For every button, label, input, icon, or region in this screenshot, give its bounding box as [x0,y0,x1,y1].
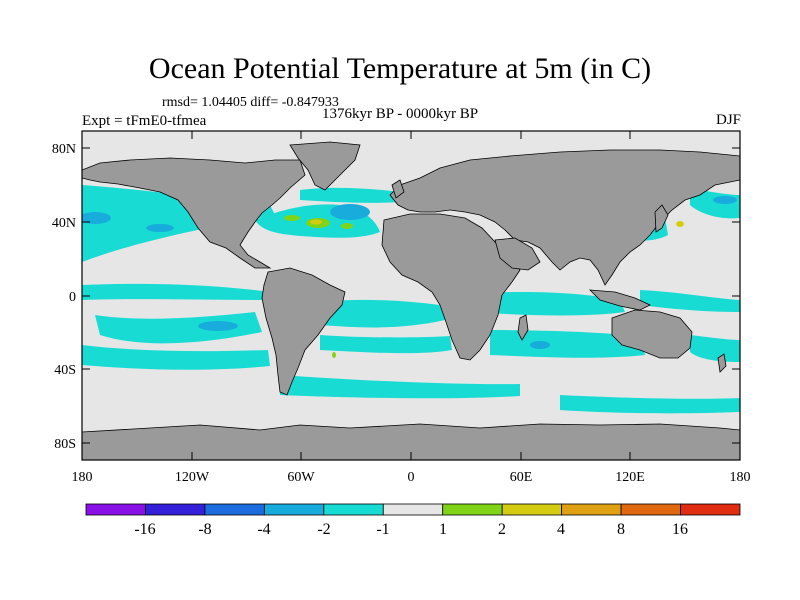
colorbar-labels: -16 -8 -4 -2 -1 1 2 4 8 16 [134,521,688,538]
british-isles [391,179,405,199]
colorbar-label: -8 [198,521,211,538]
colorbar-label: -4 [257,521,270,538]
x-tick-label: 0 [408,470,415,485]
eurasia [389,149,740,286]
africa [381,213,521,361]
colorbar-box [323,503,384,516]
colorbar-box [263,503,325,516]
colorbar-label: -16 [134,521,155,538]
colorbar [85,503,741,516]
colorbar-label: 4 [557,521,565,538]
x-tick-label: 180 [730,470,751,485]
colorbar-box [501,503,563,516]
y-tick-label: 80S [54,437,76,452]
x-tick-label: 180 [72,470,93,485]
new-zealand [717,353,727,373]
colorbar-box [145,503,206,516]
y-tick-labels: 80N 40N 0 40S 80S [52,142,76,452]
colorbar-label: 16 [672,521,688,538]
season-label: DJF [715,112,741,128]
y-tick-label: 0 [69,290,76,305]
x-tick-label: 120W [175,470,210,485]
land-masses [82,141,740,460]
map-panel [82,131,740,460]
x-axis [81,131,741,460]
australia [611,309,693,359]
colorbar-box [620,503,681,516]
colorbar-label: -2 [317,521,330,538]
experiment-label: Expt = tFmE0-tfmea [82,113,207,129]
y-tick-label: 40N [52,216,76,231]
x-tick-label: 60W [287,470,315,485]
x-tick-label: 120E [615,470,645,485]
south-america [261,267,346,396]
x-tick-label: 60E [510,470,533,485]
indonesia [588,289,651,311]
colorbar-label: -1 [376,521,389,538]
colorbar-box [204,503,265,516]
y-tick-label: 40S [54,363,76,378]
x-tick-labels: 180 120W 60W 0 60E 120E 180 [72,470,751,485]
greenland [289,141,361,191]
y-tick-label: 80N [52,142,76,157]
madagascar [517,314,529,341]
period-subtitle: 1376kyr BP - 0000kyr BP [322,106,479,122]
arabia [494,237,541,271]
map-title: Ocean Potential Temperature at 5m (in C) [148,52,652,85]
colorbar-label: 1 [439,521,447,538]
north-america [82,157,306,269]
colorbar-box [561,503,622,516]
colorbar-box [85,503,146,516]
colorbar-label: 8 [617,521,625,538]
colorbar-box [382,503,444,516]
japan [654,204,669,233]
colorbar-label: 2 [498,521,506,538]
stats-text: rmsd= 1.04405 diff= -0.847933 [162,95,339,110]
colorbar-box [442,503,503,516]
y-axis [82,147,740,444]
warm-anomaly-patches [284,215,684,358]
colorbar-box [680,503,741,516]
antarctica [82,423,740,460]
